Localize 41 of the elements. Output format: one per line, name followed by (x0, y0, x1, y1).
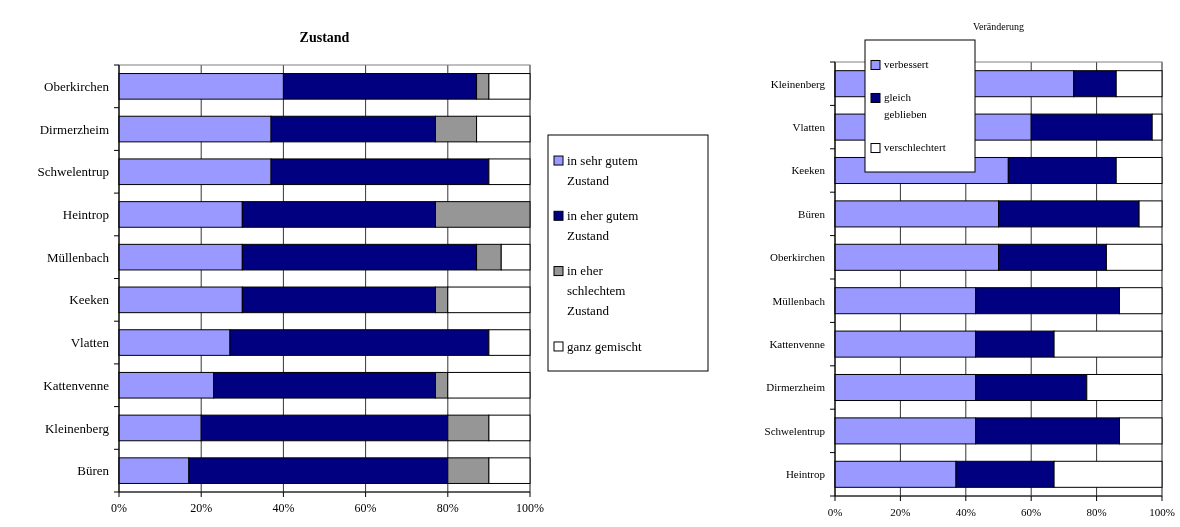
x-tick-label: 80% (436, 501, 459, 515)
x-tick-label: 60% (1021, 506, 1042, 518)
y-tick-label: Kleinenberg (44, 420, 110, 436)
x-tick-label: 0% (827, 506, 843, 518)
legend-label: gleich geblieben (884, 91, 928, 121)
y-tick-label: Müllenbach (772, 294, 826, 307)
legend-label: verschlechtert (884, 141, 946, 154)
x-tick-label: 40% (955, 506, 976, 518)
y-tick-label: Heintrop (785, 468, 826, 481)
y-tick-label: Dirmerzheim (766, 381, 826, 394)
chart-title: Zustand (299, 30, 350, 45)
y-tick-label: Keeken (791, 164, 826, 177)
chart-title: Veränderung (972, 21, 1025, 32)
legend-label: in eher gutem Zustand (567, 207, 639, 243)
x-tick-label: 80% (1086, 506, 1107, 518)
legend-label: ganz gemischt (567, 338, 643, 354)
y-tick-label: Büren (798, 207, 826, 220)
x-tick-label: 20% (890, 506, 911, 518)
y-tick-label: Müllenbach (46, 249, 110, 265)
x-tick-label: 100% (1149, 506, 1175, 518)
x-tick-label: 20% (190, 501, 213, 515)
y-tick-label: Büren (77, 463, 110, 479)
y-tick-label: Kattenvenne (769, 337, 826, 350)
y-tick-label: Schwelentrup (764, 424, 826, 437)
x-tick-label: 0% (111, 501, 127, 515)
x-tick-label: 40% (272, 501, 295, 515)
y-tick-label: Kattenvenne (43, 377, 110, 393)
legend-label: verbessert (884, 58, 929, 71)
y-tick-label: Keeken (69, 292, 110, 308)
y-tick-label: Kleinenberg (770, 77, 826, 90)
y-tick-label: Oberkirchen (44, 78, 110, 94)
y-tick-label: Heintrop (62, 207, 109, 222)
y-tick-label: Vlatten (70, 335, 110, 351)
y-tick-label: Dirmerzheim (39, 121, 109, 137)
x-tick-label: 100% (516, 501, 544, 515)
y-tick-label: Schwelentrup (37, 164, 109, 180)
legend-label: in sehr gutem Zustand (567, 152, 638, 188)
y-tick-label: Oberkirchen (770, 251, 826, 264)
x-tick-label: 60% (354, 501, 377, 515)
legend-label: in eher schlechtem Zustand (567, 263, 626, 319)
y-tick-label: Vlatten (792, 120, 826, 133)
